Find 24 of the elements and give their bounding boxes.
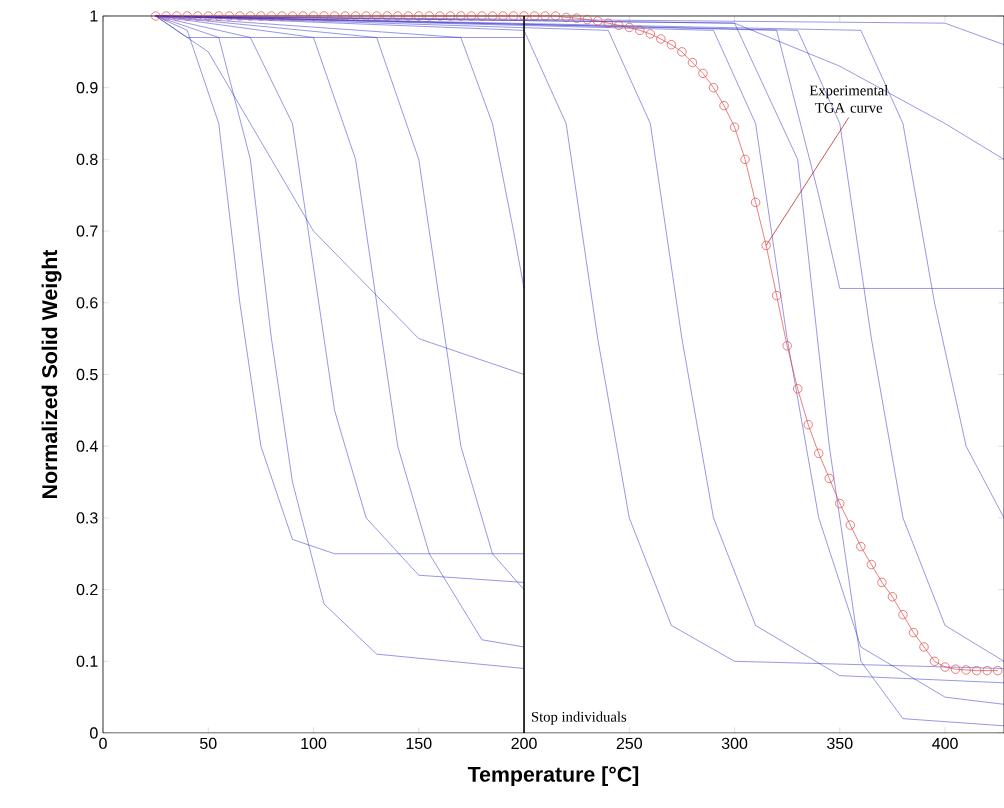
x-tick-label: 0	[99, 737, 107, 750]
x-tick-label: 200	[511, 737, 537, 750]
y-tick-label: 0.6	[76, 297, 98, 309]
y-tick-label: 0.4	[76, 440, 98, 452]
annotation: Experimental TGA curve	[809, 85, 889, 113]
y-axis-title: Normalized Solid Weight	[41, 249, 62, 498]
x-tick-label: 100	[301, 737, 327, 750]
x-tick-label: 300	[721, 737, 748, 750]
x-tick-label: 250	[616, 737, 643, 750]
x-tick-label: 350	[827, 737, 853, 750]
y-tick-label: 0.3	[76, 512, 98, 524]
y-tick-label: 0	[90, 727, 98, 739]
y-tick-label: 0.7	[76, 225, 98, 237]
x-axis-title: Temperature [°C]	[467, 766, 639, 787]
x-tick-label: 50	[200, 737, 217, 750]
y-tick-label: 0.9	[76, 82, 98, 94]
y-tick-label: 0.2	[76, 583, 98, 596]
y-tick-label: 0.1	[76, 655, 98, 667]
x-tick-label: 150	[406, 737, 432, 750]
y-tick-label: 0.8	[76, 153, 98, 166]
x-tick-label: 400	[932, 737, 958, 750]
y-tick-label: 1	[90, 10, 98, 22]
ref-line-label: Stop individuals	[531, 711, 627, 725]
y-tick-label: 0.5	[76, 368, 98, 381]
